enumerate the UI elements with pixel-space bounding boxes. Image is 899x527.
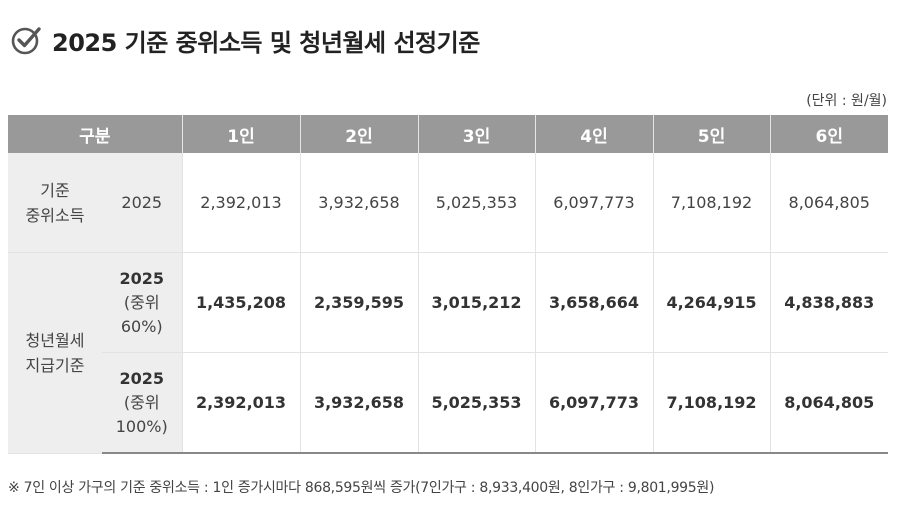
cell-median-6: 8,064,805 [769,153,888,253]
header-col-2: 2인 [299,115,418,153]
table-row-youth-rent-60: 청년월세 지급기준 2025 (중위 60%) 1,435,208 2,359,… [8,252,888,454]
cell-youth100-5: 7,108,192 [652,352,770,454]
subcat-youth-100-line2: (중위 [123,392,160,412]
cell-youth100-2: 3,932,658 [299,352,418,454]
check-circle-icon [11,27,41,55]
unit-label: (단위 : 원/월) [806,93,887,109]
category-median-income: 기준 중위소득 [8,153,102,253]
cell-youth100-6: 8,064,805 [769,352,888,454]
table-header-row: 구분 1인 2인 3인 4인 5인 6인 [8,115,888,153]
subcat-youth-100: 2025 (중위 100%) [102,352,182,454]
cell-youth100-4: 6,097,773 [534,352,653,454]
category-youth-rent: 청년월세 지급기준 [8,252,102,454]
cell-youth60-5: 4,264,915 [652,252,770,353]
header-col-3: 3인 [417,115,535,153]
page-title: 2025 기준 중위소득 및 청년월세 선정기준 [10,22,480,58]
header-col-6: 6인 [769,115,888,153]
cell-youth100-3: 5,025,353 [417,352,535,454]
subcat-youth-100-year: 2025 [119,368,165,388]
cell-median-4: 6,097,773 [534,153,653,253]
cell-median-2: 3,932,658 [299,153,418,253]
header-col-1: 1인 [181,115,300,153]
subcat-youth-60-year: 2025 [119,268,165,288]
cell-youth60-3: 3,015,212 [417,252,535,353]
cell-youth100-1: 2,392,013 [181,352,300,454]
page-title-text: 2025 기준 중위소득 및 청년월세 선정기준 [52,28,480,57]
cell-youth60-1: 1,435,208 [181,252,300,353]
cell-median-3: 5,025,353 [417,153,535,253]
header-col-4: 4인 [534,115,653,153]
subcat-median-2025: 2025 [102,153,182,253]
table-row-median-income: 기준 중위소득 2025 2,392,013 3,932,658 5,025,3… [8,153,888,253]
cell-youth60-4: 3,658,664 [534,252,653,353]
cell-median-1: 2,392,013 [181,153,300,253]
header-col-5: 5인 [652,115,770,153]
table-row-youth-rent-100: 2025 (중위 100%) 2,392,013 3,932,658 5,025… [8,352,888,454]
category-median-income-line1: 기준 [40,180,70,200]
subcat-youth-60: 2025 (중위 60%) [102,252,182,353]
header-category: 구분 [8,115,182,153]
category-youth-rent-line2: 지급기준 [25,355,85,375]
cell-median-5: 7,108,192 [652,153,770,253]
subcat-youth-60-line3: 60%) [120,316,163,336]
category-median-income-line2: 중위소득 [25,205,85,225]
cell-youth60-6: 4,838,883 [769,252,888,353]
subcat-youth-100-line3: 100%) [115,416,168,436]
income-table: 구분 1인 2인 3인 4인 5인 6인 기준 중위소득 2025 2,392,… [8,115,888,454]
footnote: ※ 7인 이상 가구의 기준 중위소득 : 1인 증가시마다 868,595원씩… [8,480,715,496]
category-youth-rent-line1: 청년월세 [25,330,85,350]
subcat-youth-60-line2: (중위 [123,292,160,312]
cell-youth60-2: 2,359,595 [299,252,418,353]
